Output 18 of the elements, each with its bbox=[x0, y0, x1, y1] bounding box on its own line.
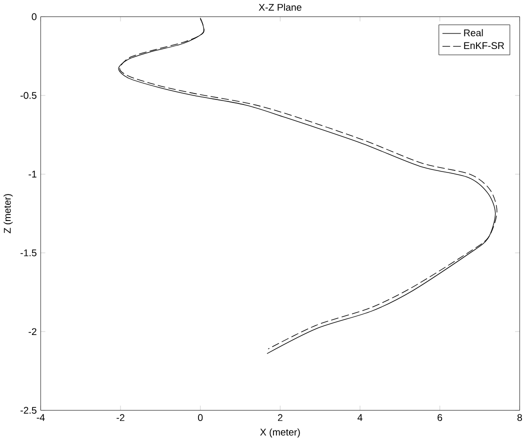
y-tick-label: -0.5 bbox=[20, 92, 36, 99]
x-tick-label: 6 bbox=[438, 414, 442, 421]
x-tick-label: 2 bbox=[278, 414, 282, 421]
y-axis-title: Z (meter) bbox=[4, 194, 13, 234]
x-tick-label: -2 bbox=[116, 414, 124, 421]
legend-label: EnKF-SR bbox=[464, 42, 504, 49]
y-tick-label: -2.5 bbox=[20, 406, 36, 414]
y-tick-label: -1 bbox=[28, 170, 36, 178]
chart-title: X-Z Plane bbox=[258, 4, 302, 11]
y-tick-label: -2 bbox=[28, 328, 36, 335]
x-tick-label: -4 bbox=[36, 414, 45, 421]
x-tick-label: 0 bbox=[198, 414, 203, 421]
legend-label: Real bbox=[464, 29, 483, 36]
y-tick-label: 0 bbox=[32, 13, 36, 20]
x-axis-title: X (meter) bbox=[260, 428, 300, 438]
x-tick-label: 4 bbox=[358, 414, 362, 421]
y-tick-label: -1.5 bbox=[20, 249, 36, 256]
x-tick-label: 8 bbox=[517, 414, 522, 421]
